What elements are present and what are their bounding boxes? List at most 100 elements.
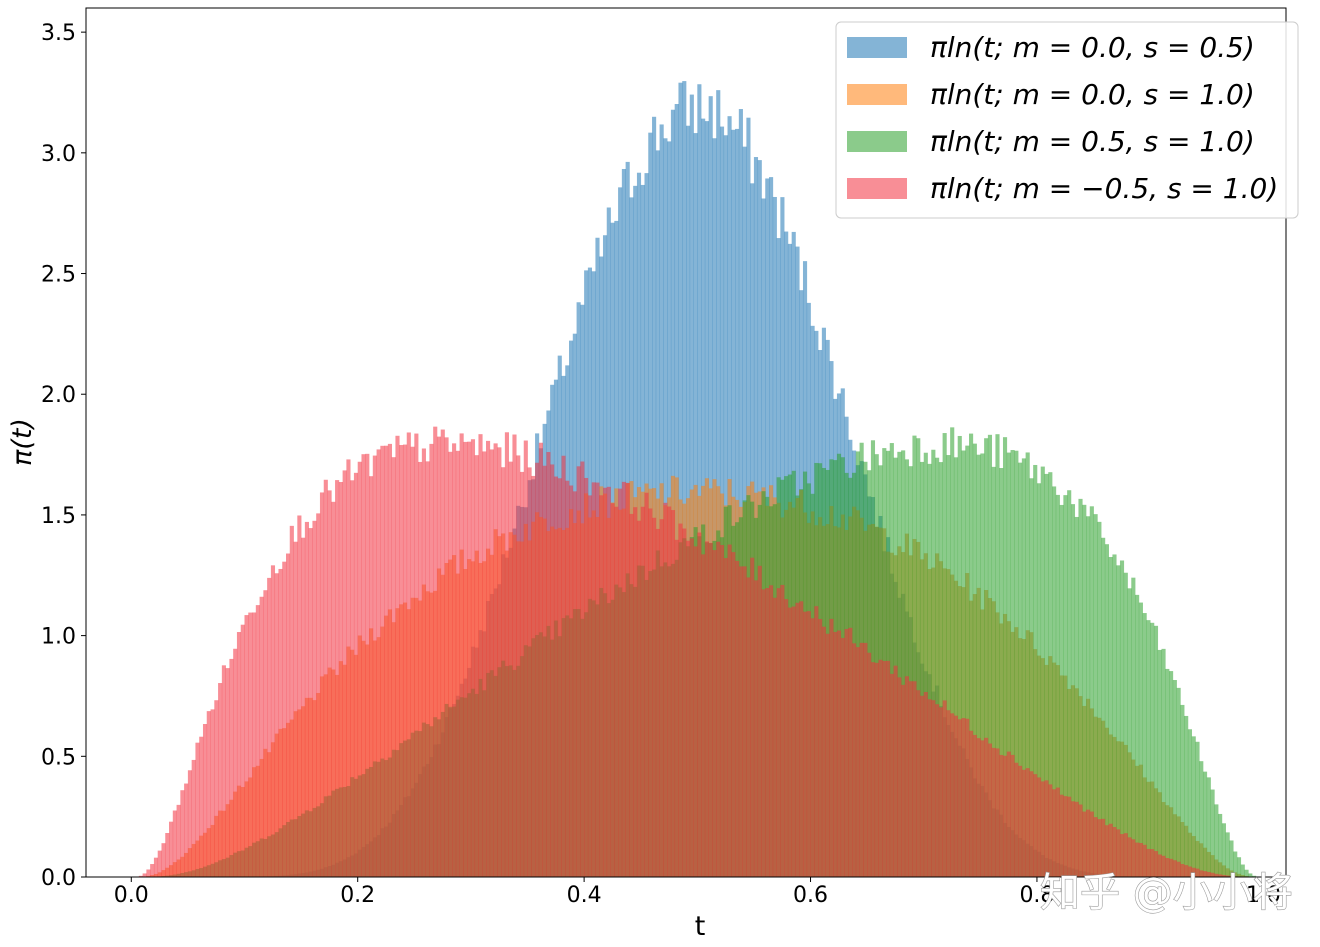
histogram-bar — [1108, 823, 1113, 877]
histogram-bar — [1146, 848, 1151, 877]
histogram-bar — [346, 459, 351, 877]
histogram-bar — [1052, 486, 1057, 877]
histogram-bar — [519, 471, 525, 877]
histogram-bar — [1119, 560, 1125, 877]
histogram-bar — [470, 439, 476, 877]
histogram-bar — [187, 770, 193, 877]
histogram-bar — [689, 538, 694, 877]
histogram-bar — [931, 449, 936, 877]
histogram-bar — [270, 565, 276, 877]
histogram-bar — [1202, 871, 1208, 877]
y-tick-label: 2.5 — [41, 263, 76, 288]
x-tick-label: 0.4 — [567, 883, 602, 908]
histogram-bar — [1112, 554, 1117, 877]
histogram-bar — [716, 541, 721, 877]
y-tick-label: 2.0 — [41, 383, 76, 408]
histogram-bar — [697, 84, 702, 878]
histogram-bar — [206, 711, 211, 877]
histogram-bar — [587, 495, 593, 877]
histogram-bar — [667, 506, 672, 877]
histogram-bar — [1206, 871, 1211, 877]
histogram-bar — [516, 455, 521, 877]
histogram-bar — [482, 451, 487, 877]
histogram-bar — [169, 821, 174, 877]
histogram-bar — [233, 648, 238, 877]
histogram-bar — [1119, 834, 1125, 877]
histogram-bar — [259, 596, 264, 877]
histogram-bar — [429, 443, 434, 877]
histogram-bar — [293, 541, 298, 877]
histogram-bar — [633, 507, 638, 877]
histogram-bar — [961, 450, 966, 877]
histogram-bar — [738, 566, 743, 877]
histogram-bar — [172, 810, 177, 877]
histogram-bar — [610, 503, 615, 877]
histogram-bar — [372, 455, 377, 877]
histogram-bar — [342, 470, 347, 877]
histogram-bar — [1116, 829, 1121, 877]
histogram-bar — [255, 605, 260, 877]
histogram-bar — [735, 560, 740, 877]
histogram-bar — [1153, 625, 1159, 877]
histogram-bar — [1014, 762, 1019, 877]
histogram-bar — [927, 699, 932, 877]
histogram-bar — [399, 445, 404, 877]
histogram-bar — [987, 743, 993, 877]
legend-swatch — [847, 131, 907, 152]
histogram-bar — [1067, 490, 1072, 877]
histogram-bar — [814, 606, 819, 877]
histogram-bar — [1055, 787, 1060, 877]
legend-label: πln(t; m = −0.5, s = 1.0) — [930, 172, 1278, 205]
histogram-bar — [350, 480, 355, 877]
histogram-bar — [738, 109, 743, 878]
histogram-bar — [765, 588, 770, 877]
histogram-bar — [799, 601, 804, 877]
histogram-bar — [1074, 516, 1079, 877]
histogram-bar — [976, 738, 981, 877]
histogram-bar — [1236, 857, 1242, 877]
histogram-bar — [697, 532, 702, 877]
y-tick-label: 3.5 — [41, 21, 76, 46]
histogram-bar — [1214, 804, 1219, 877]
histogram-bar — [927, 463, 932, 877]
histogram-bar — [1229, 875, 1234, 877]
histogram-bar — [248, 612, 253, 877]
histogram-bar — [636, 520, 642, 877]
y-tick-label: 1.5 — [41, 504, 76, 529]
histogram-bar — [1029, 478, 1034, 877]
histogram-bar — [708, 96, 713, 878]
legend-label: πln(t; m = 0.0, s = 0.5) — [930, 31, 1255, 64]
histogram-bar — [1210, 789, 1215, 877]
histogram-bar — [882, 660, 887, 877]
histogram-bar — [308, 528, 313, 877]
plot-frame — [85, 7, 1287, 878]
histogram-bar — [467, 441, 472, 877]
histogram-bar — [629, 513, 634, 877]
histogram-bar — [327, 490, 332, 877]
histogram-bar — [746, 577, 751, 877]
histogram-bar — [153, 857, 159, 877]
histogram-bar — [304, 521, 309, 877]
histogram-bar — [365, 453, 370, 877]
histogram-bar — [704, 541, 709, 877]
histogram-bar — [606, 486, 611, 877]
histogram-bar — [1036, 483, 1042, 877]
histogram-bar — [440, 429, 445, 877]
histogram-bar — [761, 589, 766, 877]
histogram-bar — [1214, 873, 1219, 877]
histogram-bar — [565, 480, 570, 877]
histogram-bar — [1010, 450, 1015, 877]
histogram-bar — [942, 700, 947, 877]
histogram-bar — [942, 433, 947, 877]
histogram-bar — [776, 588, 781, 877]
histogram-bar — [425, 461, 430, 877]
histogram-bar — [991, 466, 996, 877]
y-tick-label: 0.0 — [41, 866, 76, 891]
histogram-bar — [553, 476, 559, 877]
histogram-bar — [1089, 506, 1094, 877]
histogram-bar — [950, 427, 955, 877]
histogram-bar — [1150, 622, 1155, 877]
histogram-bar — [614, 506, 619, 877]
histogram-bar — [802, 611, 808, 877]
